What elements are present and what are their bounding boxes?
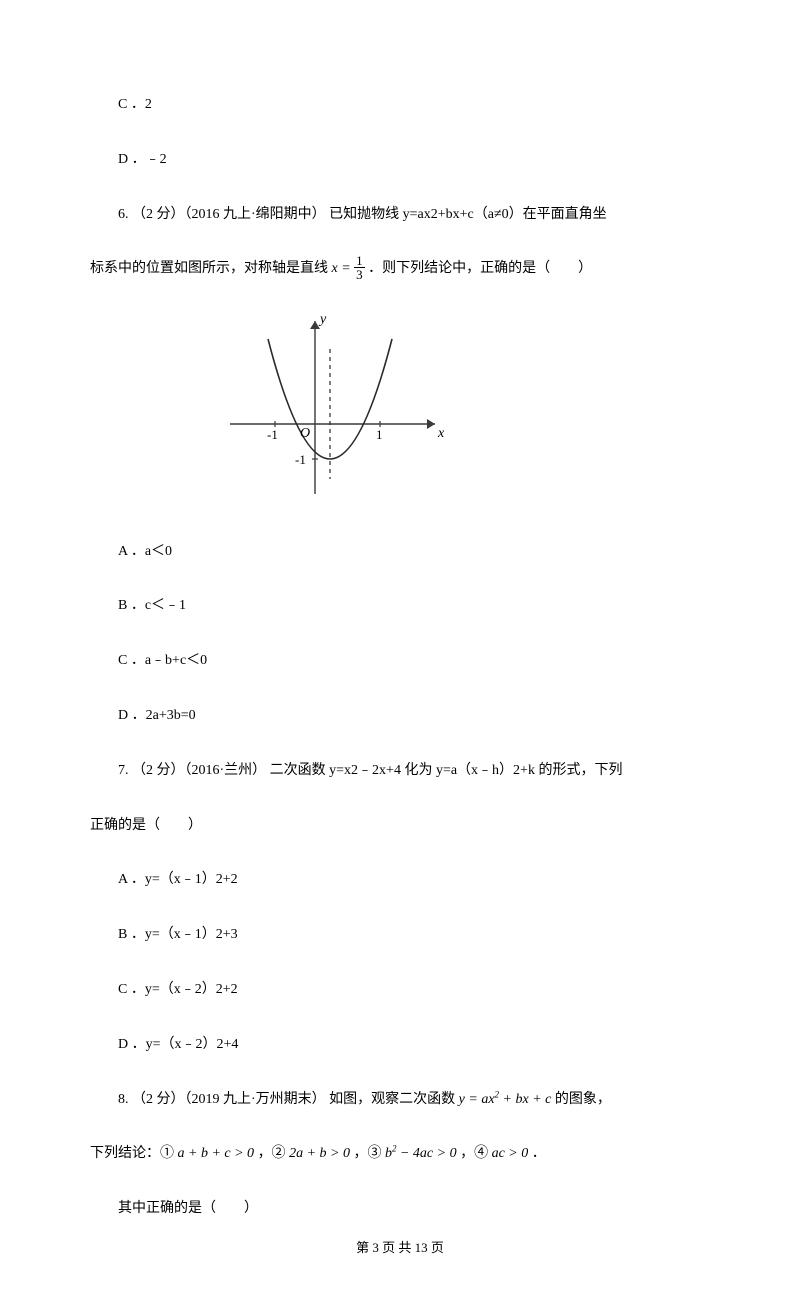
exam-page: C ．2 D ．﹣2 6. （2 分）（2016 九上·绵阳期中） 已知抛物线 … [0,0,800,1289]
q6-option-B: B ．c＜﹣1 [90,591,710,622]
q6-option-C: C ．a﹣b+c＜0 [90,646,710,677]
option-D-prev: D ．﹣2 [90,145,710,176]
q7-option-A: A ．y=（x﹣1）2+2 [90,865,710,896]
q8-pre: 8. （2 分）（2019 九上·万州期末） 如图，观察二次函数 [118,1092,459,1107]
q8-l2-post: ． [532,1146,546,1161]
q6-option-A: A ．a＜0 [90,537,710,568]
q7-option-D: D ．y=（x﹣2）2+4 [90,1030,710,1061]
svg-text:-1: -1 [267,427,278,442]
q7-stem-line2: 正确的是（ ） [90,811,710,842]
q6-eq-var: x = [332,261,355,276]
q6-line2-pre: 标系中的位置如图所示，对称轴是直线 [90,261,332,276]
q7-option-C: C ．y=（x﹣2）2+2 [90,975,710,1006]
q8-c2: 2a + b > 0 [289,1146,350,1161]
q8-l2-pre: 下列结论：① [90,1146,178,1161]
svg-text:1: 1 [376,427,383,442]
frac-den: 3 [354,268,365,281]
q6-line2-post: ．则下列结论中，正确的是（ ） [368,261,592,276]
q8-c3a: b [385,1146,392,1161]
svg-text:x: x [437,426,445,441]
svg-text:-1: -1 [295,452,306,467]
parabola-graph-icon: y x O -1 1 -1 [220,309,450,504]
q8-eq1: y = ax [459,1092,495,1107]
q7-option-B: B ．y=（x﹣1）2+3 [90,920,710,951]
q8-sep1: ，② [258,1146,290,1161]
q8-c4: ac > 0 [492,1146,529,1161]
q8-sep3: ，④ [460,1146,492,1161]
svg-text:O: O [300,426,310,441]
q6-stem-line2: 标系中的位置如图所示，对称轴是直线 x = 13 ．则下列结论中，正确的是（ ） [90,254,710,285]
q8-sep2: ，③ [353,1146,385,1161]
svg-text:y: y [318,312,327,327]
q8-stem-line1: 8. （2 分）（2019 九上·万州期末） 如图，观察二次函数 y = ax2… [90,1085,710,1116]
q8-after: 的图象， [555,1092,611,1107]
q6-stem-line1: 6. （2 分）（2016 九上·绵阳期中） 已知抛物线 y=ax2+bx+c（… [90,200,710,231]
frac-num: 1 [354,254,365,268]
q8-stem-line2: 下列结论：① a + b + c > 0 ，② 2a + b > 0 ，③ b2… [90,1139,710,1170]
q6-graph: y x O -1 1 -1 [220,309,710,512]
q6-option-D: D ．2a+3b=0 [90,701,710,732]
q8-c1: a + b + c > 0 [178,1146,255,1161]
q8-c3b: − 4ac > 0 [396,1146,456,1161]
q8-stem-line3: 其中正确的是（ ） [90,1194,710,1225]
fraction-icon: 13 [354,254,365,281]
q8-eq2: + bx + c [499,1092,551,1107]
q7-stem-line1: 7. （2 分）（2016·兰州） 二次函数 y=x2﹣2x+4 化为 y=a（… [90,756,710,787]
option-C-prev: C ．2 [90,90,710,121]
page-footer: 第 3 页 共 13 页 [0,1238,800,1259]
